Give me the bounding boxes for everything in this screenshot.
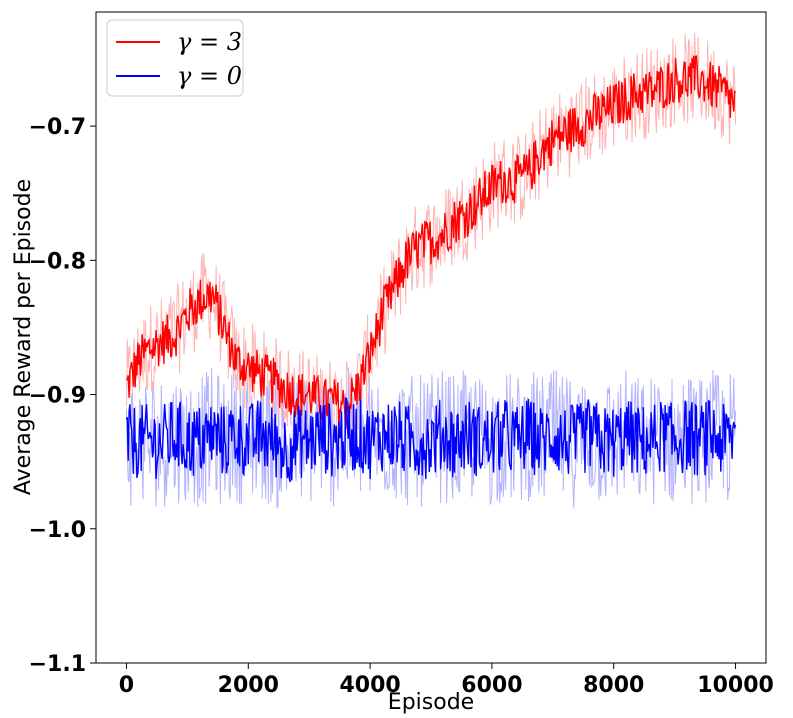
line-series-0 bbox=[126, 55, 737, 429]
x-tick-label: 10000 bbox=[697, 673, 774, 698]
x-tick-label: 6000 bbox=[461, 673, 522, 698]
line-series-1 bbox=[125, 396, 737, 483]
y-tick-label: −1.1 bbox=[29, 652, 86, 677]
x-tick-label: 2000 bbox=[218, 673, 279, 698]
plot-area-frame bbox=[95, 11, 767, 664]
x-tick-label: 0 bbox=[119, 673, 134, 698]
y-axis-label: Average Reward per Episode bbox=[11, 179, 36, 495]
y-axis-ticks: −1.1 −1.0 −0.9 −0.8 −0.7 bbox=[29, 115, 96, 677]
x-tick-label: 4000 bbox=[339, 673, 400, 698]
x-tick-label: 8000 bbox=[583, 673, 644, 698]
y-tick-label: −0.9 bbox=[29, 384, 86, 409]
x-axis-ticks: 0 2000 4000 6000 8000 10000 bbox=[119, 663, 774, 698]
legend-label-gamma-0: γ = 0 bbox=[177, 62, 242, 90]
legend-label-gamma-3: γ = 3 bbox=[177, 28, 242, 56]
y-tick-label: −0.8 bbox=[29, 249, 86, 274]
y-tick-label: −0.7 bbox=[29, 115, 86, 140]
x-axis-label: Episode bbox=[388, 690, 474, 715]
y-tick-label: −1.0 bbox=[29, 518, 86, 543]
series-lines bbox=[125, 55, 737, 483]
legend: γ = 3 γ = 0 bbox=[106, 19, 244, 97]
